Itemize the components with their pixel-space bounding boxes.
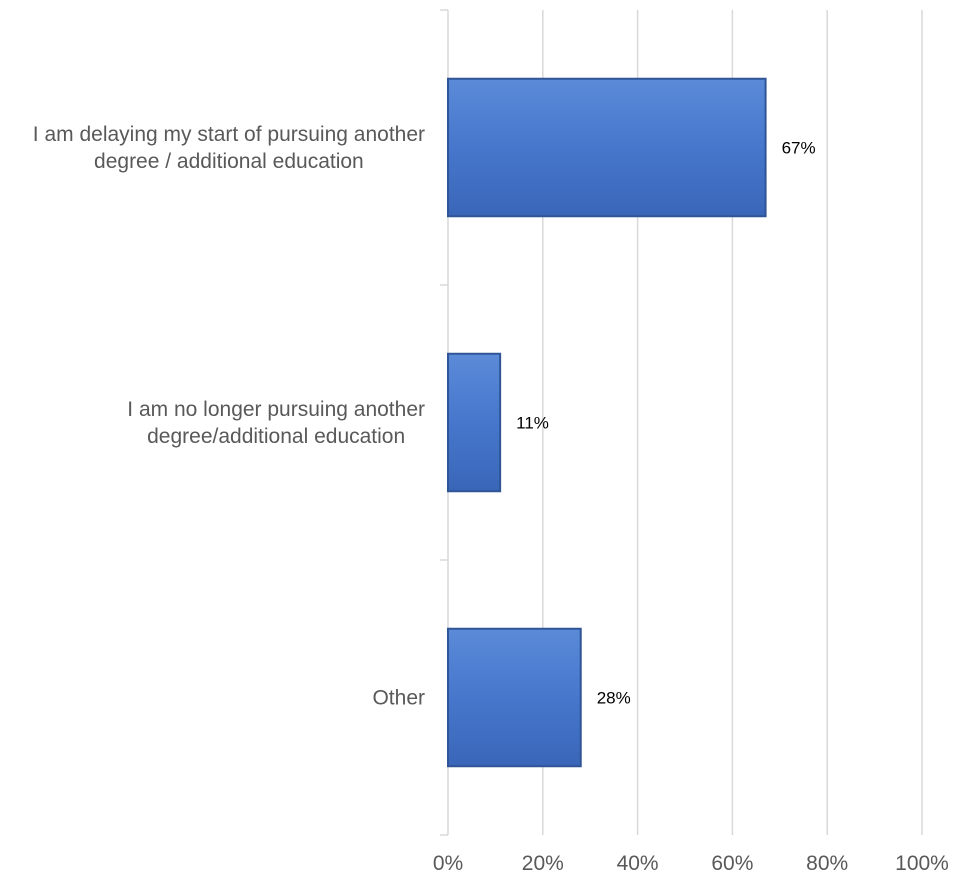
bar-0: [447, 77, 767, 218]
bars: [447, 77, 767, 768]
category-label-line: degree/additional education: [147, 425, 405, 448]
category-label-2: Other: [372, 687, 425, 710]
x-tick-label-100: 100%: [895, 852, 949, 875]
category-label-line: Other: [372, 687, 425, 710]
data-label-0: 67%: [782, 139, 816, 158]
category-axis: [440, 9, 449, 836]
category-label-line: I am no longer pursuing another: [127, 398, 425, 421]
x-tick-label-60: 60%: [711, 852, 753, 875]
data-label-1: 11%: [516, 414, 549, 433]
bar-1: [447, 352, 502, 493]
category-label-1: I am no longer pursuing another degree/ad…: [127, 398, 425, 448]
x-tick-label-40: 40%: [617, 852, 659, 875]
x-tick-label-80: 80%: [806, 852, 848, 875]
x-tick-label-0: 0%: [433, 852, 463, 875]
category-label-line: I am delaying my start of pursuing anoth…: [33, 123, 425, 146]
bar-2: [447, 627, 582, 768]
x-tick-label-20: 20%: [522, 852, 564, 875]
category-label-line: degree / additional education: [94, 150, 364, 173]
labels: 67% I am delaying my start of pursuing an…: [33, 123, 949, 875]
category-label-0: I am delaying my start of pursuing anoth…: [33, 123, 425, 173]
data-label-2: 28%: [597, 689, 631, 708]
